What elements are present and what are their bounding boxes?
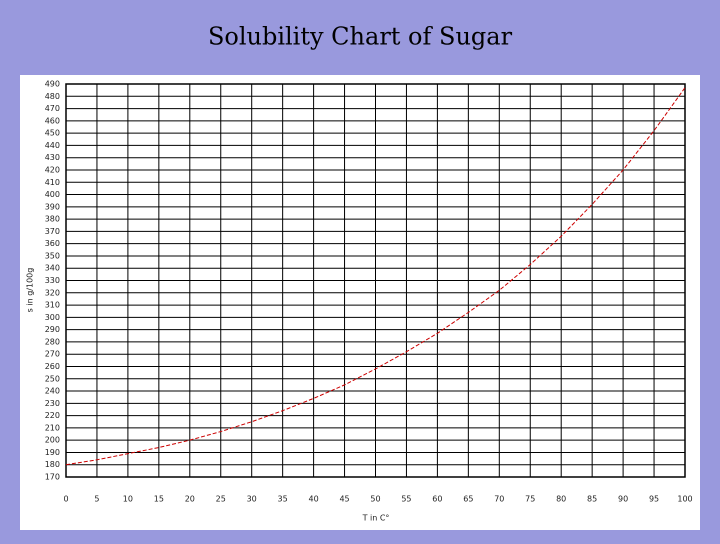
y-tick-label: 470	[45, 104, 60, 113]
y-tick-label: 330	[45, 276, 60, 285]
x-tick-label: 65	[463, 495, 473, 504]
chart-background	[20, 75, 700, 530]
y-tick-label: 490	[45, 80, 60, 89]
y-tick-label: 220	[45, 411, 60, 420]
y-tick-label: 210	[45, 423, 60, 432]
x-tick-label: 60	[432, 495, 442, 504]
x-tick-label: 10	[123, 495, 133, 504]
plot-border	[65, 83, 686, 478]
x-tick-label: 30	[247, 495, 257, 504]
x-tick-label: 25	[216, 495, 226, 504]
y-tick-label: 360	[45, 239, 60, 248]
y-tick-label: 250	[45, 374, 60, 383]
y-tick-label: 280	[45, 337, 60, 346]
y-tick-label: 440	[45, 141, 60, 150]
x-tick-label: 15	[154, 495, 164, 504]
x-tick-label: 70	[494, 495, 504, 504]
y-tick-label: 180	[45, 460, 60, 469]
y-axis-label: s in g/100g	[26, 268, 35, 313]
y-tick-label: 340	[45, 264, 60, 273]
y-tick-label: 320	[45, 288, 60, 297]
y-tick-label: 190	[45, 448, 60, 457]
x-axis-label: T in C°	[362, 514, 390, 523]
x-tick-label: 35	[278, 495, 288, 504]
y-tick-label: 170	[45, 473, 60, 482]
y-tick-label: 240	[45, 387, 60, 396]
y-tick-label: 370	[45, 227, 60, 236]
y-tick-label: 420	[45, 165, 60, 174]
y-tick-label: 300	[45, 313, 60, 322]
x-tick-label: 80	[556, 495, 566, 504]
y-tick-label: 230	[45, 399, 60, 408]
y-tick-label: 390	[45, 202, 60, 211]
y-tick-label: 350	[45, 251, 60, 260]
y-tick-label: 260	[45, 362, 60, 371]
x-tick-label: 5	[94, 495, 99, 504]
x-tick-label: 90	[618, 495, 628, 504]
y-tick-label: 410	[45, 178, 60, 187]
y-tick-label: 270	[45, 350, 60, 359]
x-tick-label: 95	[649, 495, 659, 504]
x-tick-label: 75	[525, 495, 535, 504]
x-tick-label: 20	[185, 495, 195, 504]
x-tick-label: 50	[370, 495, 380, 504]
y-tick-label: 430	[45, 153, 60, 162]
x-tick-label: 85	[587, 495, 597, 504]
y-tick-label: 450	[45, 129, 60, 138]
data-line	[65, 87, 686, 466]
y-tick-label: 460	[45, 116, 60, 125]
y-tick-label: 380	[45, 215, 60, 224]
x-tick-label: 0	[63, 495, 68, 504]
y-tick-label: 310	[45, 301, 60, 310]
chart-title: Solubility Chart of Sugar	[208, 23, 513, 51]
x-tick-label: 100	[677, 495, 692, 504]
y-tick-label: 200	[45, 436, 60, 445]
x-tick-label: 45	[339, 495, 349, 504]
y-tick-label: 400	[45, 190, 60, 199]
y-tick-label: 290	[45, 325, 60, 334]
y-tick-label: 480	[45, 92, 60, 101]
x-tick-label: 40	[309, 495, 319, 504]
x-tick-label: 55	[401, 495, 411, 504]
